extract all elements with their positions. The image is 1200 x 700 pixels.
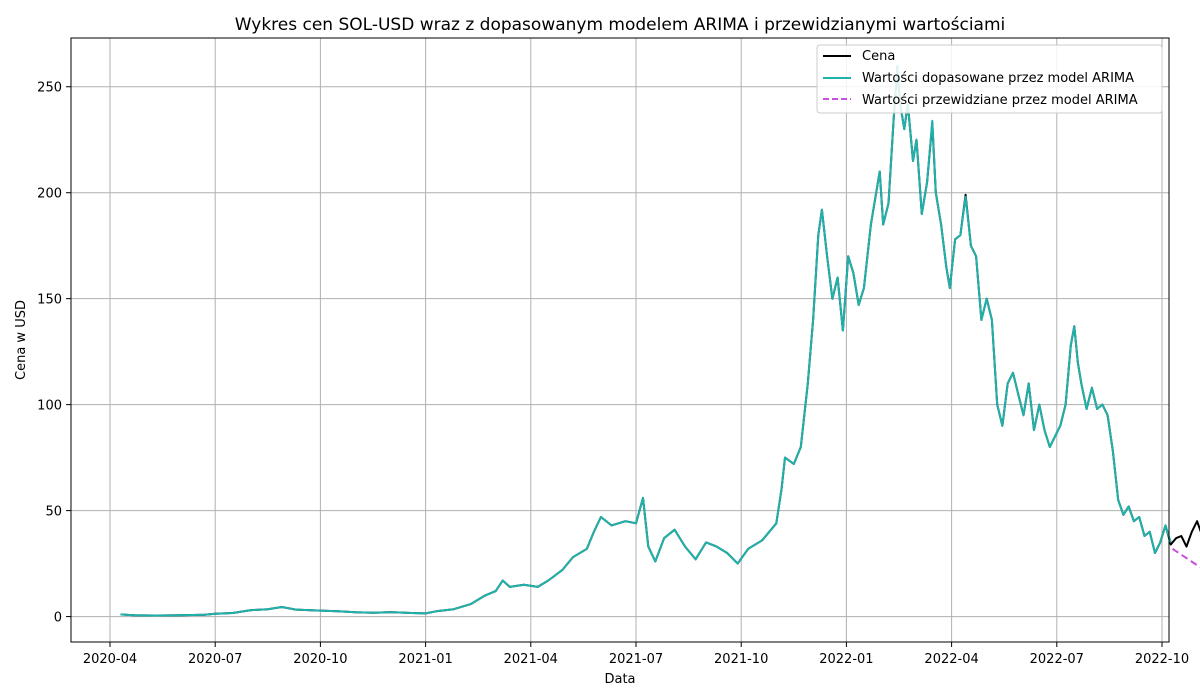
x-tick-label: 2020-07 (188, 652, 242, 667)
y-tick-label: 100 (37, 399, 62, 414)
x-tick-label: 2021-10 (714, 652, 768, 667)
x-tick-label: 2022-01 (819, 652, 873, 667)
x-tick-label: 2022-10 (1135, 652, 1189, 667)
x-tick-label: 2021-01 (398, 652, 452, 667)
x-tick-label: 2022-07 (1030, 652, 1084, 667)
series-layer (120, 64, 1200, 617)
legend-label-fitted: Wartości dopasowane przez model ARIMA (862, 71, 1134, 86)
legend-label-price: Cena (862, 49, 895, 64)
x-ticks: 2020-04 2020-07 2020-10 2021-01 2021-04 2021-… (83, 642, 1189, 667)
y-axis-label: Cena w USD (14, 300, 29, 380)
x-tick-label: 2021-07 (609, 652, 663, 667)
legend-label-forecast: Wartości przewidziane przez model ARIMA (862, 93, 1138, 108)
series-price-line (120, 68, 1200, 617)
x-tick-label: 2020-04 (83, 652, 137, 667)
legend-box (816, 44, 1163, 114)
series-fitted-line (120, 64, 1172, 617)
x-axis-label: Data (604, 672, 635, 687)
y-tick-label: 150 (37, 293, 62, 308)
grid-lines (71, 38, 1169, 642)
y-tick-label: 50 (45, 505, 62, 520)
chart-title: Wykres cen SOL-USD wraz z dopasowanym mo… (235, 15, 1006, 35)
x-tick-label: 2021-04 (504, 652, 558, 667)
x-tick-label: 2022-04 (924, 652, 978, 667)
y-tick-label: 200 (37, 187, 62, 202)
x-tick-label: 2020-10 (293, 652, 347, 667)
y-tick-label: 250 (37, 81, 62, 96)
series-forecast-line (1171, 547, 1200, 569)
y-ticks: 0 50 100 150 200 250 (37, 81, 71, 626)
legend: Cena Wartości dopasowane przez model ARI… (816, 44, 1163, 114)
y-tick-label: 0 (54, 611, 62, 626)
plot-frame (70, 37, 1170, 643)
